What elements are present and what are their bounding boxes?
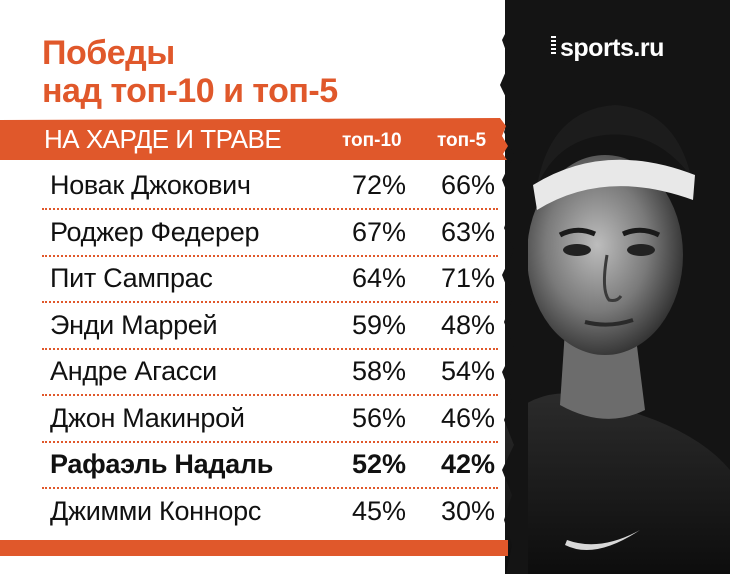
player-name: Андре Агасси	[50, 356, 217, 386]
table-row: Пит Сампрас 64% 71%	[42, 257, 498, 303]
player-name: Рафаэль Надаль	[50, 449, 274, 479]
top5-value: 63%	[440, 216, 495, 247]
table-row: Энди Маррей 59% 48%	[42, 304, 498, 350]
top5-value: 66%	[440, 170, 495, 200]
table-row: Джимми Коннорс 45% 30%	[42, 490, 498, 536]
top5-value: 30%	[440, 495, 495, 526]
row-divider	[42, 487, 498, 489]
page-title: Победы над топ-10 и топ-5	[42, 34, 338, 110]
column-header-top5: топ-5	[437, 130, 487, 151]
sports-ru-logo: sports.ru	[560, 34, 664, 62]
top5-value: 71%	[440, 263, 495, 293]
top10-value: 58%	[351, 356, 406, 386]
subtitle: НА ХАРДЕ И ТРАВЕ	[44, 124, 282, 154]
row-divider	[42, 440, 498, 443]
row-divider	[42, 301, 498, 303]
player-portrait-image	[505, 0, 730, 574]
logo-mark-icon	[551, 36, 556, 56]
bottom-accent-bar	[0, 540, 508, 556]
player-name: Новак Джокович	[50, 170, 251, 200]
player-name: Роджер Федерер	[50, 216, 260, 247]
top10-value: 59%	[351, 309, 406, 340]
title-line-2: над топ-10 и топ-5	[42, 72, 338, 110]
table-row: Рафаэль Надаль 52% 42%	[42, 443, 498, 489]
top10-value: 45%	[351, 495, 406, 526]
title-line-1: Победы	[42, 34, 175, 72]
header-band	[0, 118, 508, 160]
top10-value: 67%	[351, 216, 406, 247]
player-name: Джимми Коннорс	[50, 495, 262, 526]
player-name: Энди Маррей	[50, 309, 218, 340]
top5-value: 54%	[440, 356, 495, 386]
top5-value: 46%	[440, 402, 495, 433]
row-divider	[42, 347, 498, 350]
row-divider	[42, 208, 498, 210]
top5-value: 48%	[440, 309, 495, 340]
top10-value: 64%	[351, 263, 406, 293]
player-photo	[505, 0, 730, 574]
top10-value: 52%	[351, 449, 406, 479]
table-row: Джон Макинрой 56% 46%	[42, 397, 498, 443]
player-name: Джон Макинрой	[50, 402, 245, 433]
table-row: Андре Агасси 58% 54%	[42, 350, 498, 396]
player-name: Пит Сампрас	[50, 263, 213, 293]
top5-value: 42%	[440, 449, 495, 479]
row-divider	[42, 254, 498, 257]
top10-value: 56%	[351, 402, 406, 433]
row-divider	[42, 394, 498, 396]
table-row: Роджер Федерер 67% 63%	[42, 211, 498, 257]
column-header-top10: топ-10	[342, 130, 402, 151]
top10-value: 72%	[351, 170, 406, 200]
torn-edge-decoration	[500, 0, 528, 574]
table-row: Новак Джокович 72% 66%	[42, 164, 498, 210]
